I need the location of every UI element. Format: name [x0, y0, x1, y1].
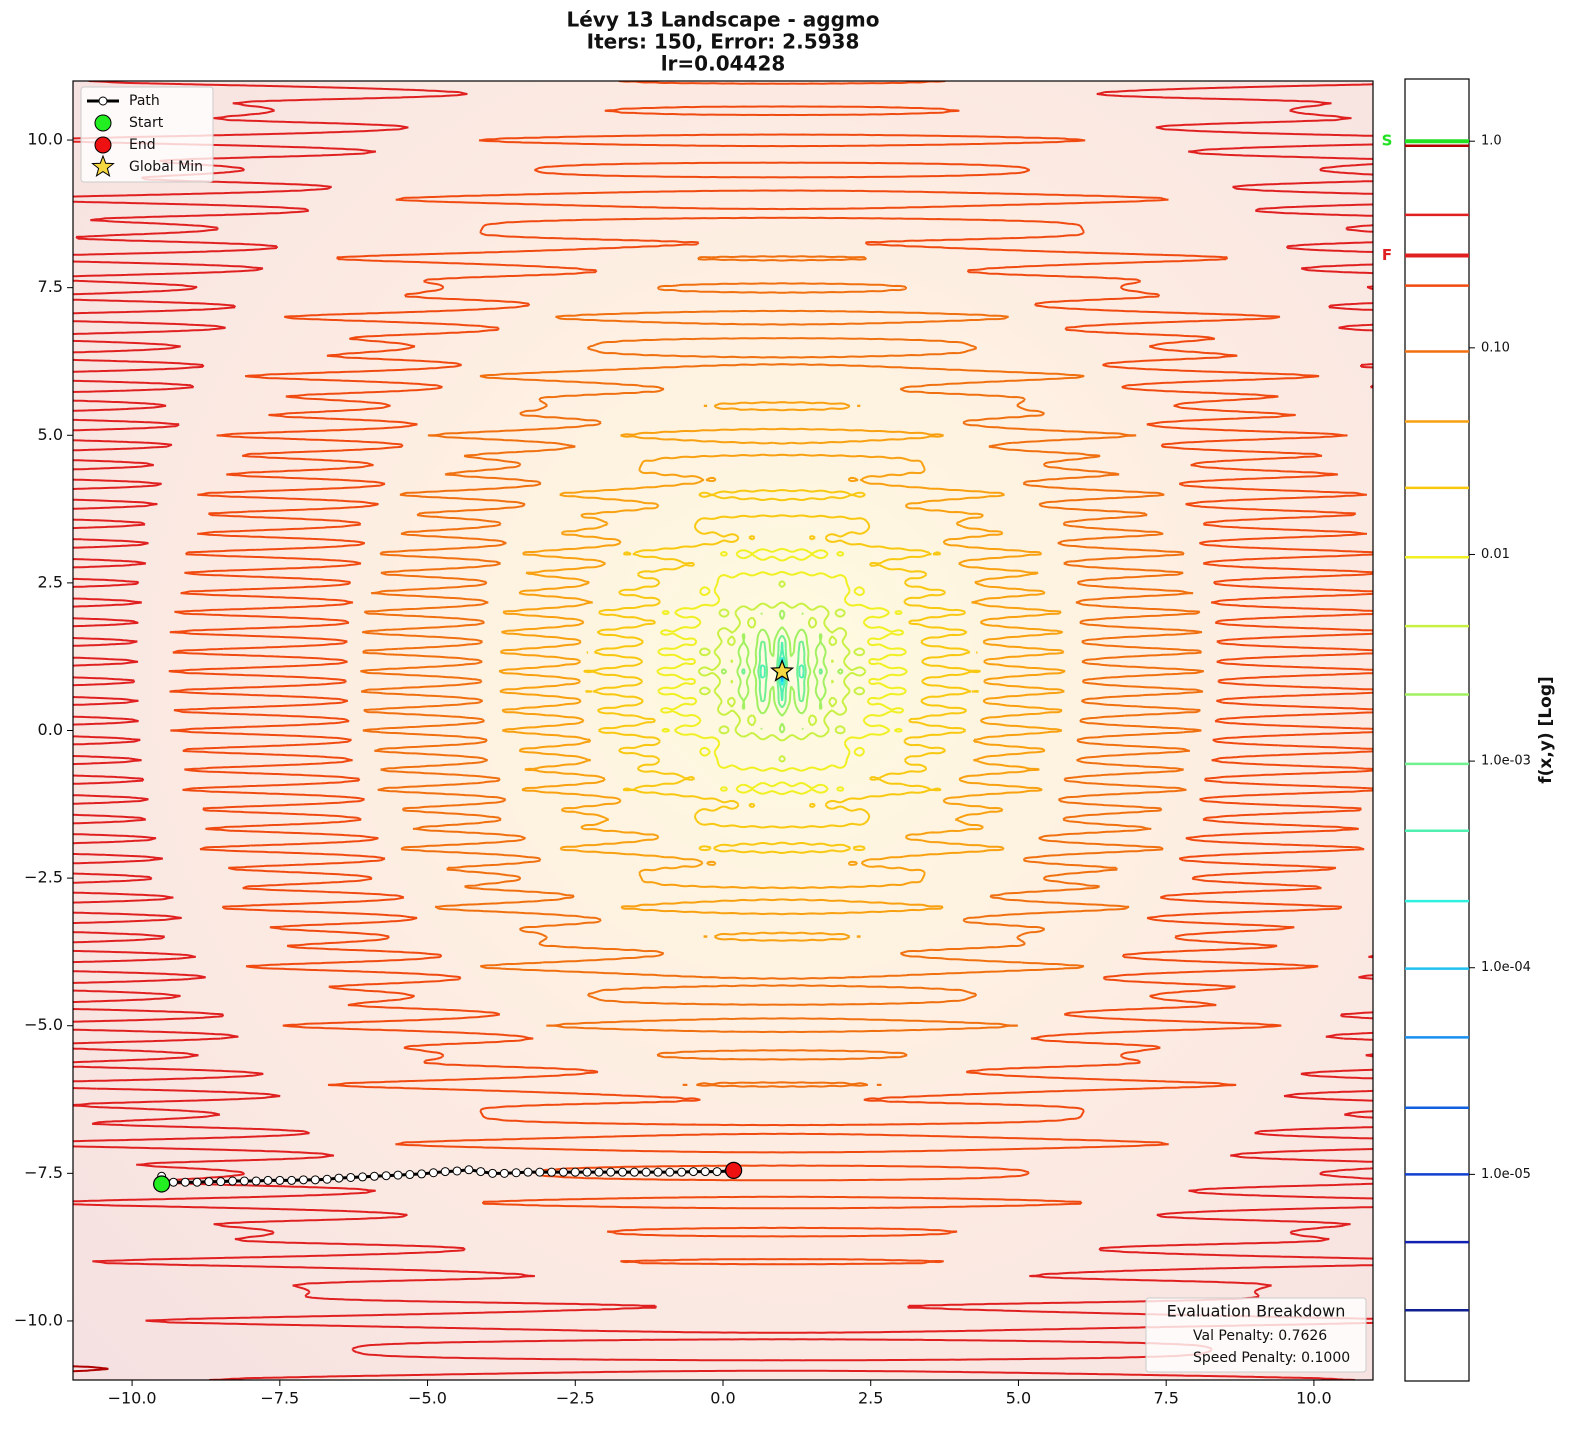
path-point	[181, 1178, 189, 1186]
path-point	[370, 1172, 378, 1180]
legend-swatch	[95, 115, 111, 131]
path-point	[418, 1170, 426, 1178]
colorbar-tick-label: 1.0e-04	[1481, 960, 1531, 975]
x-tick-label: −5.0	[408, 1389, 447, 1408]
path-point	[264, 1176, 272, 1184]
chart-subtitle: Iters: 150, Error: 2.5938	[587, 30, 860, 54]
x-tick-label: 0.0	[710, 1389, 735, 1408]
legend-label: End	[129, 137, 156, 153]
path-point	[536, 1168, 544, 1176]
eval-line: Val Penalty: 0.7626	[1193, 1328, 1327, 1344]
path-point	[512, 1169, 520, 1177]
x-tick-label: 5.0	[1006, 1389, 1031, 1408]
path-point	[429, 1169, 437, 1177]
chart-title: Lévy 13 Landscape - aggmo	[566, 8, 879, 32]
colorbar-marker-label: S	[1382, 132, 1393, 150]
colorbar-tick-label: 1.0e-05	[1481, 1167, 1531, 1182]
path-point	[347, 1173, 355, 1181]
path-point	[559, 1168, 567, 1176]
path-point	[453, 1167, 461, 1175]
path-point	[654, 1168, 662, 1176]
path-point	[229, 1177, 237, 1185]
colorbar-tick-label: 0.10	[1481, 340, 1510, 355]
y-tick-label: 5.0	[38, 425, 63, 444]
legend-label: Path	[129, 93, 160, 109]
y-tick-label: −10.0	[14, 1310, 63, 1329]
point-marker	[726, 1162, 742, 1178]
path-point	[394, 1171, 402, 1179]
path-point	[607, 1168, 615, 1176]
chart-subtitle: lr=0.04428	[661, 52, 786, 76]
legend-swatch	[99, 97, 107, 105]
path-point	[713, 1168, 721, 1176]
x-tick-label: −2.5	[556, 1389, 595, 1408]
path-point	[323, 1175, 331, 1183]
path-point	[217, 1178, 225, 1186]
colorbar-tick-label: 0.01	[1481, 547, 1510, 562]
colorbar-label: f(x,y) [Log]	[1536, 676, 1556, 784]
path-point	[169, 1178, 177, 1186]
colorbar-tick-label: 1.0	[1481, 134, 1502, 149]
path-point	[548, 1168, 556, 1176]
colorbar-tick-label: 1.0e-03	[1481, 754, 1531, 769]
x-tick-label: 2.5	[858, 1389, 883, 1408]
point-marker	[154, 1176, 170, 1192]
path-point	[500, 1169, 508, 1177]
y-tick-label: −7.5	[24, 1163, 63, 1182]
path-point	[382, 1172, 390, 1180]
legend-label: Global Min	[129, 159, 203, 175]
y-tick-label: −5.0	[24, 1015, 63, 1034]
colorbar-frame	[1405, 79, 1469, 1381]
path-point	[240, 1177, 248, 1185]
path-point	[311, 1176, 319, 1184]
eval-line: Speed Penalty: 0.1000	[1193, 1350, 1350, 1366]
path-point	[288, 1176, 296, 1184]
path-point	[642, 1168, 650, 1176]
path-point	[406, 1171, 414, 1179]
x-tick-label: −10.0	[108, 1389, 157, 1408]
y-tick-label: 10.0	[27, 130, 63, 149]
x-tick-label: 7.5	[1153, 1389, 1178, 1408]
path-point	[524, 1168, 532, 1176]
path-point	[489, 1169, 497, 1177]
y-tick-label: −2.5	[24, 868, 63, 887]
path-point	[252, 1177, 260, 1185]
path-point	[477, 1168, 485, 1176]
path-point	[689, 1168, 697, 1176]
colorbar-marker-label: F	[1382, 246, 1392, 264]
path-point	[583, 1168, 591, 1176]
path-point	[335, 1174, 343, 1182]
eval-title: Evaluation Breakdown	[1167, 1302, 1346, 1321]
path-point	[465, 1166, 473, 1174]
path-point	[193, 1178, 201, 1186]
path-point	[441, 1168, 449, 1176]
path-point	[678, 1168, 686, 1176]
path-point	[571, 1168, 579, 1176]
path-point	[619, 1168, 627, 1176]
y-tick-label: 2.5	[38, 572, 63, 591]
legend-swatch	[95, 137, 111, 153]
path-point	[276, 1176, 284, 1184]
legend-label: Start	[129, 115, 164, 131]
path-point	[595, 1168, 603, 1176]
x-tick-label: 10.0	[1296, 1389, 1332, 1408]
path-point	[666, 1168, 674, 1176]
x-tick-label: −7.5	[260, 1389, 299, 1408]
path-point	[359, 1173, 367, 1181]
y-tick-label: 0.0	[38, 720, 63, 739]
path-point	[299, 1176, 307, 1184]
y-tick-label: 7.5	[38, 277, 63, 296]
path-point	[205, 1178, 213, 1186]
path-point	[630, 1168, 638, 1176]
path-point	[701, 1168, 709, 1176]
